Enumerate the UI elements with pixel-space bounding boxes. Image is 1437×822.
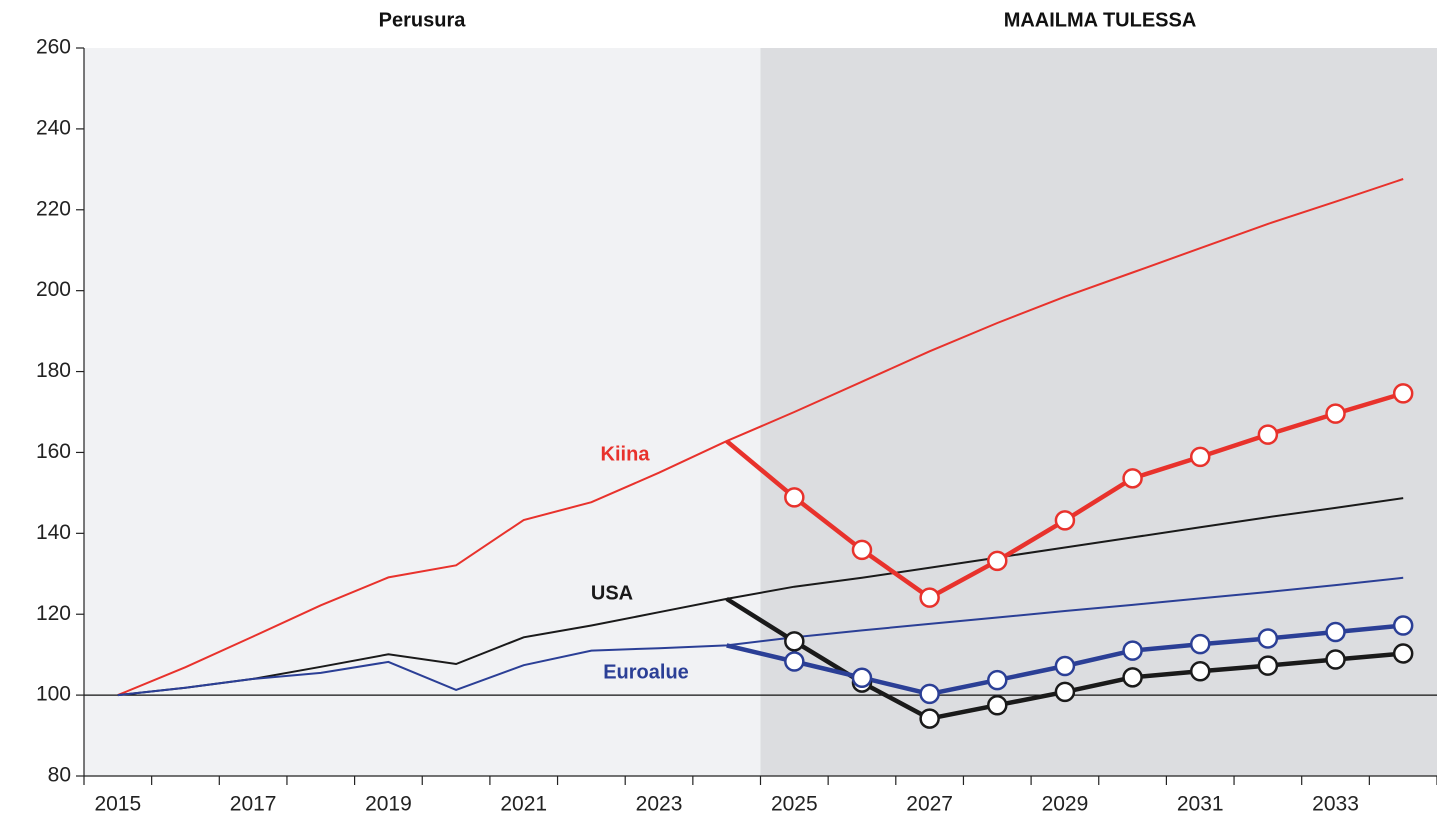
y-tick-label: 200	[36, 278, 71, 301]
baseline-line	[117, 576, 1404, 697]
marker	[851, 539, 873, 561]
y-tick-label: 80	[48, 764, 71, 787]
marker	[1122, 468, 1143, 489]
marker	[1325, 403, 1346, 424]
marker	[784, 651, 805, 672]
y-tick-label: 140	[36, 521, 71, 544]
series-label: USA	[591, 582, 633, 604]
marker	[987, 694, 1008, 716]
marker	[1054, 681, 1076, 703]
x-tick-label: 2021	[500, 793, 547, 816]
y-tick-label: 100	[36, 683, 71, 706]
x-tick-label: 2031	[1177, 793, 1224, 816]
marker	[1122, 640, 1143, 661]
x-tick-label: 2029	[1042, 793, 1089, 816]
section-title: MAAILMA TULESSA	[1004, 9, 1197, 31]
marker	[919, 708, 940, 729]
marker	[1189, 660, 1211, 682]
marker	[1392, 643, 1414, 664]
marker	[919, 587, 940, 608]
y-tick-label: 220	[36, 197, 71, 220]
y-tick-label: 260	[36, 36, 71, 59]
marker	[1257, 655, 1279, 676]
marker	[1325, 621, 1346, 643]
marker	[919, 683, 940, 705]
marker	[987, 669, 1008, 691]
background	[84, 48, 761, 776]
marker	[1189, 446, 1211, 468]
marker	[1257, 424, 1279, 445]
x-tick-label: 2019	[365, 793, 412, 816]
marker	[851, 667, 873, 688]
section-title: Perusura	[379, 9, 467, 31]
x-tick-label: 2023	[636, 793, 683, 816]
series-label: Kiina	[601, 443, 651, 465]
y-tick-label: 240	[36, 116, 71, 139]
marker	[1392, 615, 1414, 636]
marker	[784, 487, 805, 508]
y-tick-label: 120	[36, 602, 71, 625]
series-label: Euroalue	[603, 661, 689, 683]
marker	[1054, 655, 1076, 677]
y-tick-label: 180	[36, 359, 71, 382]
baseline-line	[117, 497, 1404, 697]
marker	[1392, 383, 1414, 404]
marker	[1054, 510, 1076, 531]
x-tick-label: 2025	[771, 793, 818, 816]
x-tick-label: 2015	[94, 793, 141, 816]
marker	[1257, 628, 1279, 649]
x-tick-label: 2033	[1312, 793, 1359, 816]
x-tick-label: 2017	[230, 793, 277, 816]
marker	[987, 550, 1008, 572]
y-tick-label: 160	[36, 440, 71, 463]
x-tick-label: 2027	[906, 793, 953, 816]
shaded-region	[760, 48, 1437, 776]
marker	[1122, 667, 1143, 688]
marker	[1325, 649, 1346, 670]
marker	[784, 631, 805, 652]
baseline-line	[117, 178, 1404, 697]
marker	[1189, 633, 1211, 655]
